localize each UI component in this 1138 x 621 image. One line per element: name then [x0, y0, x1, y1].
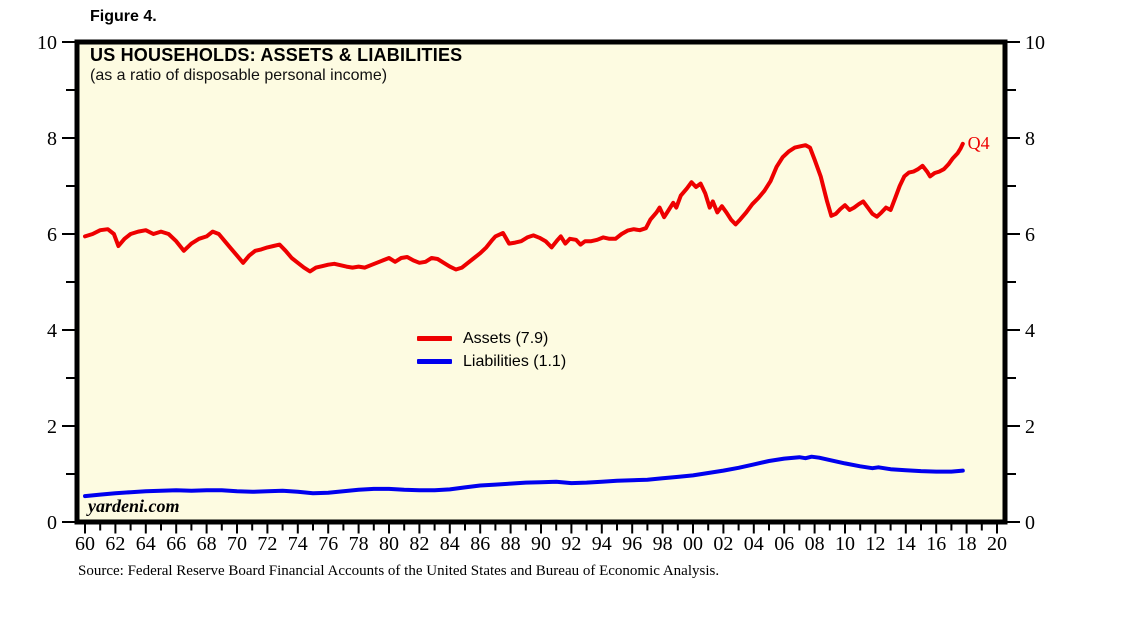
x-tick-label: 06: [774, 533, 794, 555]
y-tick-label-left: 0: [47, 512, 57, 534]
plot-area: [74, 39, 1008, 525]
chart-subtitle: (as a ratio of disposable personal incom…: [90, 67, 388, 84]
y-tick-label-right: 6: [1025, 224, 1035, 246]
watermark-yardeni: yardeni.com: [88, 496, 180, 516]
series-line-assets: [83, 141, 965, 274]
source-note: Source: Federal Reserve Board Financial …: [78, 563, 720, 579]
y-tick-label-right: 2: [1025, 416, 1035, 438]
x-tick-label: 78: [349, 533, 369, 555]
x-tick-label: 00: [683, 533, 703, 555]
q4-annotation: Q4: [967, 132, 990, 153]
figure-label: Figure 4.: [90, 8, 157, 25]
y-tick-label-left: 2: [47, 416, 57, 438]
x-tick-label: 82: [409, 533, 429, 555]
assets-line-swatch: [417, 336, 452, 341]
x-tick-label: 88: [501, 533, 521, 555]
x-tick-label: 92: [561, 533, 581, 555]
chart-legend: Assets (7.9) Liabilities (1.1): [417, 327, 566, 373]
x-tick-label: 02: [713, 533, 733, 555]
legend-item-assets: Assets (7.9): [417, 327, 566, 350]
y-tick-label-right: 4: [1025, 320, 1035, 342]
legend-label-assets: Assets (7.9): [463, 329, 549, 347]
x-tick-label: 12: [865, 533, 885, 555]
y-tick-label-right: 10: [1025, 32, 1045, 54]
x-tick-label: 80: [379, 533, 399, 555]
x-tick-label: 84: [440, 533, 460, 555]
x-tick-label: 60: [75, 533, 95, 555]
x-tick-label: 04: [744, 533, 764, 555]
x-tick-label: 74: [288, 533, 308, 555]
x-tick-label: 62: [105, 533, 125, 555]
y-tick-label-right: 8: [1025, 128, 1035, 150]
x-tick-label: 64: [136, 533, 156, 555]
x-tick-label: 18: [957, 533, 977, 555]
legend-item-liabilities: Liabilities (1.1): [417, 350, 566, 373]
x-tick-label: 68: [197, 533, 217, 555]
y-tick-label-left: 4: [47, 320, 57, 342]
x-tick-label: 14: [896, 533, 916, 555]
x-tick-label: 10: [835, 533, 855, 555]
chart-title: US HOUSEHOLDS: ASSETS & LIABILITIES: [90, 45, 463, 65]
liabilities-line-swatch: [417, 359, 452, 364]
legend-label-liabilities: Liabilities (1.1): [463, 352, 567, 370]
y-tick-label-right: 0: [1025, 512, 1035, 534]
x-tick-label: 94: [592, 533, 612, 555]
y-tick-label-left: 6: [47, 224, 57, 246]
y-tick-label-left: 10: [37, 32, 57, 54]
x-tick-label: 98: [653, 533, 673, 555]
x-tick-label: 72: [257, 533, 277, 555]
x-tick-label: 86: [470, 533, 490, 555]
y-tick-label-left: 8: [47, 128, 57, 150]
x-tick-label: 96: [622, 533, 642, 555]
x-tick-label: 20: [987, 533, 1007, 555]
series-line-liabilities: [83, 454, 965, 499]
x-tick-label: 76: [318, 533, 338, 555]
x-tick-label: 08: [805, 533, 825, 555]
x-tick-label: 66: [166, 533, 186, 555]
x-tick-label: 90: [531, 533, 551, 555]
x-tick-label: 70: [227, 533, 247, 555]
x-tick-label: 16: [926, 533, 946, 555]
